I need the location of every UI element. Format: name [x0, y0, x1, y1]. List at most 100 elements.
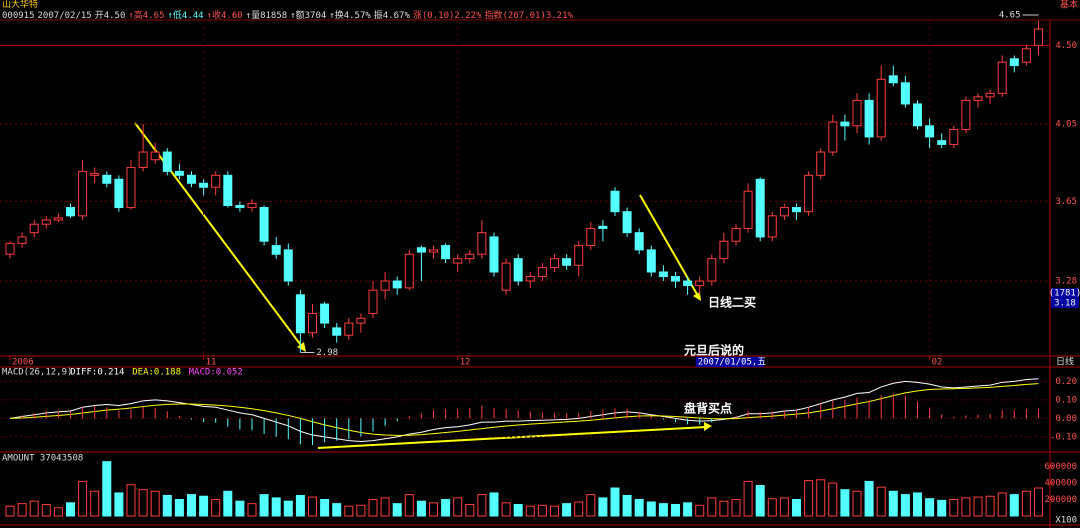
volume-bar: [731, 499, 741, 517]
cursor-box: [1051, 288, 1079, 309]
candle-body: [792, 207, 801, 213]
candle-body: [767, 215, 777, 238]
legend-entry: DIFF:0.214: [70, 368, 124, 378]
cursor-count: (1781): [1049, 289, 1080, 299]
candle-body: [586, 227, 596, 247]
volume-bar: [174, 499, 184, 517]
candle-body: [211, 174, 221, 188]
volume-bar: [562, 503, 572, 517]
candle-body: [816, 151, 826, 176]
macd-line: [9, 378, 1039, 443]
volume-bar: [550, 505, 559, 517]
volume-bar: [707, 497, 717, 517]
x-tick-label: 02: [932, 358, 943, 368]
candle-body: [501, 262, 511, 291]
candle-body: [671, 276, 680, 282]
candle-body: [695, 280, 705, 287]
candle-body: [53, 217, 63, 221]
y-tick-label: 200000: [1044, 495, 1077, 505]
header: 山大华特 000915 2007/02/15 开4.50 ↑高4.65 ↑低4.44 ↑收…: [2, 0, 576, 22]
volume-bar: [779, 497, 789, 517]
volume-bar: [66, 502, 75, 517]
volume-bar: [864, 480, 874, 517]
candle-body: [41, 219, 51, 225]
volume-bar: [247, 503, 257, 517]
volume-bar: [429, 502, 438, 517]
candle-body: [368, 289, 378, 315]
candle-body: [235, 204, 245, 209]
candle-body: [779, 207, 789, 217]
volume-bar: [17, 503, 27, 517]
candle-body: [610, 190, 620, 213]
candle-body: [78, 170, 88, 217]
volume-bar: [586, 494, 596, 517]
volume-bar: [937, 499, 947, 517]
volume-bar: [489, 492, 499, 517]
y-tick-label: 3.65: [1055, 197, 1077, 207]
candle-body: [731, 227, 741, 242]
candle-body: [441, 245, 451, 260]
quote-field: 指数(267.01)3.21%: [484, 11, 573, 21]
volume-bar: [223, 490, 233, 517]
volume-bar: [187, 494, 196, 517]
volume-bar: [1034, 487, 1043, 517]
volume-bar: [646, 501, 656, 517]
legend-entry: DEA:0.188: [132, 368, 181, 378]
volume-bar: [501, 502, 511, 517]
annotation: 日线二买: [708, 295, 756, 310]
candle-body: [864, 99, 874, 138]
candle-body: [743, 190, 753, 229]
candle-body: [973, 96, 983, 101]
arrow: [317, 426, 707, 449]
candle-body: [622, 211, 632, 234]
volume-bar: [852, 490, 862, 517]
annotation: 盘背买点: [684, 401, 732, 416]
candle-body: [550, 258, 559, 269]
y-tick-label: 3.28: [1055, 277, 1077, 287]
candle-body: [888, 75, 898, 84]
macd-line: [9, 383, 1039, 436]
period-label: 日线: [1056, 356, 1074, 368]
candle-body: [707, 258, 717, 282]
volume-bar: [102, 461, 112, 517]
y-tick-label: 0.00: [1055, 414, 1077, 424]
volume-bar: [537, 504, 547, 517]
volume-bar: [162, 494, 172, 517]
quote-field: 振4.67%: [373, 11, 410, 21]
volume-bar: [477, 494, 487, 517]
volume-bar: [416, 500, 426, 517]
candle-body: [5, 242, 15, 255]
candle-body: [247, 202, 257, 209]
panel-title: MACD(26,12,9): [2, 368, 72, 378]
volume-bar: [525, 505, 535, 517]
corner-label: 基本: [1060, 0, 1078, 11]
volume-bar: [150, 490, 160, 517]
y-tick-label: 4.05: [1055, 119, 1077, 129]
volume-bar: [90, 490, 100, 517]
quote-field: ↑量81858: [245, 11, 288, 21]
x-tick-label: 12: [460, 358, 471, 368]
volume-bar: [295, 494, 305, 517]
candle-body: [17, 236, 27, 244]
candle-body: [1034, 28, 1043, 46]
candle-body: [320, 303, 330, 324]
cursor-price: 3.18: [1054, 299, 1076, 309]
candle-body: [574, 245, 584, 266]
volume-bar: [368, 499, 378, 517]
volume-bar: [283, 500, 293, 517]
candle-body: [295, 294, 305, 334]
arrow-head: [704, 422, 712, 431]
volume-bar: [973, 496, 983, 517]
candle-body: [683, 280, 693, 287]
volume-bar: [683, 502, 693, 517]
candle-body: [949, 128, 959, 145]
candle-body: [900, 82, 910, 105]
arrow: [639, 194, 699, 297]
candle-body: [162, 151, 172, 172]
volume-bar: [792, 499, 801, 517]
volume-bar: [804, 480, 814, 517]
volume-bar: [235, 500, 245, 517]
volume-bar: [997, 492, 1007, 517]
